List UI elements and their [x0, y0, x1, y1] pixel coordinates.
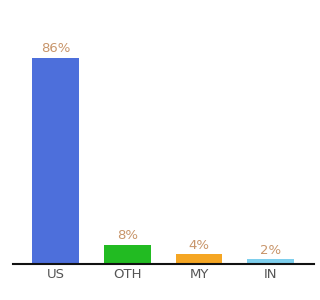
- Bar: [247, 259, 294, 264]
- Text: 4%: 4%: [188, 239, 210, 252]
- Bar: [33, 58, 79, 264]
- Bar: [176, 254, 222, 264]
- Bar: [104, 245, 151, 264]
- Text: 86%: 86%: [41, 42, 70, 55]
- Text: 2%: 2%: [260, 244, 281, 257]
- Text: 8%: 8%: [117, 230, 138, 242]
